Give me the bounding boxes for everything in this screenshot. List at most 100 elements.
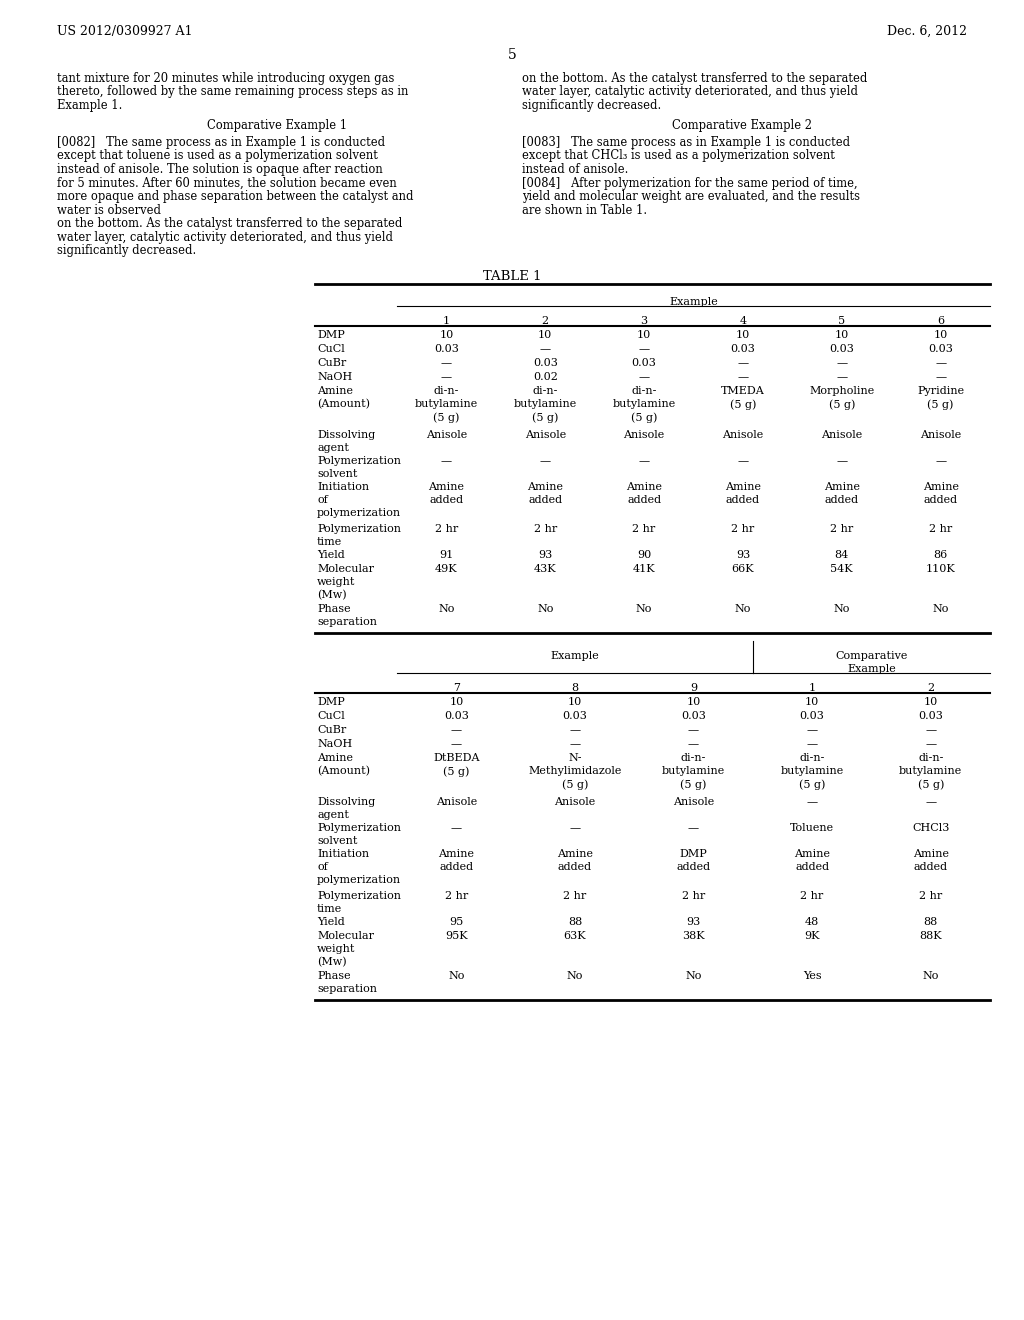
- Text: NaOH: NaOH: [317, 739, 352, 748]
- Text: Anisole: Anisole: [435, 797, 477, 807]
- Text: added: added: [913, 862, 948, 873]
- Text: di-n-: di-n-: [800, 752, 824, 763]
- Text: on the bottom. As the catalyst transferred to the separated: on the bottom. As the catalyst transferr…: [57, 216, 402, 230]
- Text: added: added: [824, 495, 859, 506]
- Text: 2 hr: 2 hr: [444, 891, 468, 902]
- Text: polymerization: polymerization: [317, 508, 401, 517]
- Text: Dec. 6, 2012: Dec. 6, 2012: [887, 25, 967, 38]
- Text: Anisole: Anisole: [821, 430, 862, 440]
- Text: solvent: solvent: [317, 469, 357, 479]
- Text: water layer, catalytic activity deteriorated, and thus yield: water layer, catalytic activity deterior…: [57, 231, 393, 243]
- Text: 9: 9: [690, 682, 697, 693]
- Text: polymerization: polymerization: [317, 875, 401, 884]
- Text: time: time: [317, 537, 342, 546]
- Text: Polymerization: Polymerization: [317, 822, 401, 833]
- Text: No: No: [566, 972, 583, 981]
- Text: except that toluene is used as a polymerization solvent: except that toluene is used as a polymer…: [57, 149, 378, 162]
- Text: added: added: [795, 862, 829, 873]
- Text: Molecular: Molecular: [317, 931, 374, 941]
- Text: 1: 1: [809, 682, 816, 693]
- Text: TMEDA: TMEDA: [721, 385, 765, 396]
- Text: DMP: DMP: [680, 849, 708, 859]
- Text: —: —: [925, 797, 936, 807]
- Text: (Mw): (Mw): [317, 590, 347, 601]
- Text: 95K: 95K: [445, 931, 468, 941]
- Text: added: added: [726, 495, 760, 506]
- Text: Initiation: Initiation: [317, 482, 369, 492]
- Text: are shown in Table 1.: are shown in Table 1.: [522, 203, 647, 216]
- Text: —: —: [925, 739, 936, 748]
- Text: DMP: DMP: [317, 330, 345, 341]
- Text: —: —: [837, 372, 847, 381]
- Text: Amine: Amine: [794, 849, 830, 859]
- Text: on the bottom. As the catalyst transferred to the separated: on the bottom. As the catalyst transferr…: [522, 73, 867, 84]
- Text: 10: 10: [637, 330, 651, 341]
- Text: —: —: [807, 725, 817, 735]
- Text: water is observed: water is observed: [57, 203, 161, 216]
- Text: Polymerization: Polymerization: [317, 891, 401, 902]
- Text: Yield: Yield: [317, 550, 345, 560]
- Text: Amine: Amine: [923, 482, 958, 492]
- Text: 93: 93: [686, 917, 700, 927]
- Text: 66K: 66K: [731, 564, 755, 574]
- Text: di-n-: di-n-: [918, 752, 943, 763]
- Text: US 2012/0309927 A1: US 2012/0309927 A1: [57, 25, 193, 38]
- Text: except that CHCl₃ is used as a polymerization solvent: except that CHCl₃ is used as a polymeriz…: [522, 149, 835, 162]
- Text: 93: 93: [539, 550, 552, 560]
- Text: Example: Example: [669, 297, 718, 308]
- Text: 2 hr: 2 hr: [830, 524, 853, 535]
- Text: Dissolving: Dissolving: [317, 430, 375, 440]
- Text: 91: 91: [439, 550, 454, 560]
- Text: more opaque and phase separation between the catalyst and: more opaque and phase separation between…: [57, 190, 414, 203]
- Text: Amine: Amine: [317, 752, 353, 763]
- Text: 2 hr: 2 hr: [435, 524, 458, 535]
- Text: —: —: [925, 725, 936, 735]
- Text: of: of: [317, 495, 328, 506]
- Text: 0.03: 0.03: [681, 711, 706, 721]
- Text: tant mixture for 20 minutes while introducing oxygen gas: tant mixture for 20 minutes while introd…: [57, 73, 394, 84]
- Text: —: —: [451, 822, 462, 833]
- Text: 10: 10: [805, 697, 819, 708]
- Text: No: No: [449, 972, 465, 981]
- Text: Anisole: Anisole: [524, 430, 566, 440]
- Text: for 5 minutes. After 60 minutes, the solution became even: for 5 minutes. After 60 minutes, the sol…: [57, 177, 396, 190]
- Text: Pyridine: Pyridine: [918, 385, 965, 396]
- Text: 2: 2: [542, 315, 549, 326]
- Text: No: No: [933, 605, 949, 614]
- Text: butylamine: butylamine: [612, 399, 676, 409]
- Text: —: —: [737, 455, 749, 466]
- Text: (5 g): (5 g): [433, 412, 460, 422]
- Text: Phase: Phase: [317, 972, 350, 981]
- Text: DtBEDA: DtBEDA: [433, 752, 479, 763]
- Text: 63K: 63K: [563, 931, 586, 941]
- Text: (5 g): (5 g): [562, 779, 588, 789]
- Text: of: of: [317, 862, 328, 873]
- Text: 0.03: 0.03: [562, 711, 588, 721]
- Text: [0082]   The same process as in Example 1 is conducted: [0082] The same process as in Example 1 …: [57, 136, 385, 149]
- Text: Example 1.: Example 1.: [57, 99, 123, 112]
- Text: NaOH: NaOH: [317, 372, 352, 381]
- Text: —: —: [441, 455, 452, 466]
- Text: Methylimidazole: Methylimidazole: [528, 766, 622, 776]
- Text: Anisole: Anisole: [554, 797, 596, 807]
- Text: butylamine: butylamine: [514, 399, 577, 409]
- Text: added: added: [677, 862, 711, 873]
- Text: time: time: [317, 904, 342, 913]
- Text: 2 hr: 2 hr: [801, 891, 823, 902]
- Text: instead of anisole.: instead of anisole.: [522, 162, 629, 176]
- Text: butylamine: butylamine: [415, 399, 478, 409]
- Text: added: added: [439, 862, 473, 873]
- Text: separation: separation: [317, 616, 377, 627]
- Text: CuCl: CuCl: [317, 345, 345, 354]
- Text: (5 g): (5 g): [918, 779, 944, 789]
- Text: 5: 5: [839, 315, 846, 326]
- Text: —: —: [807, 797, 817, 807]
- Text: 86: 86: [934, 550, 947, 560]
- Text: added: added: [429, 495, 464, 506]
- Text: [0084]   After polymerization for the same period of time,: [0084] After polymerization for the same…: [522, 177, 858, 190]
- Text: —: —: [540, 455, 551, 466]
- Text: 5: 5: [508, 48, 516, 62]
- Text: —: —: [688, 739, 699, 748]
- Text: agent: agent: [317, 810, 349, 820]
- Text: —: —: [935, 455, 946, 466]
